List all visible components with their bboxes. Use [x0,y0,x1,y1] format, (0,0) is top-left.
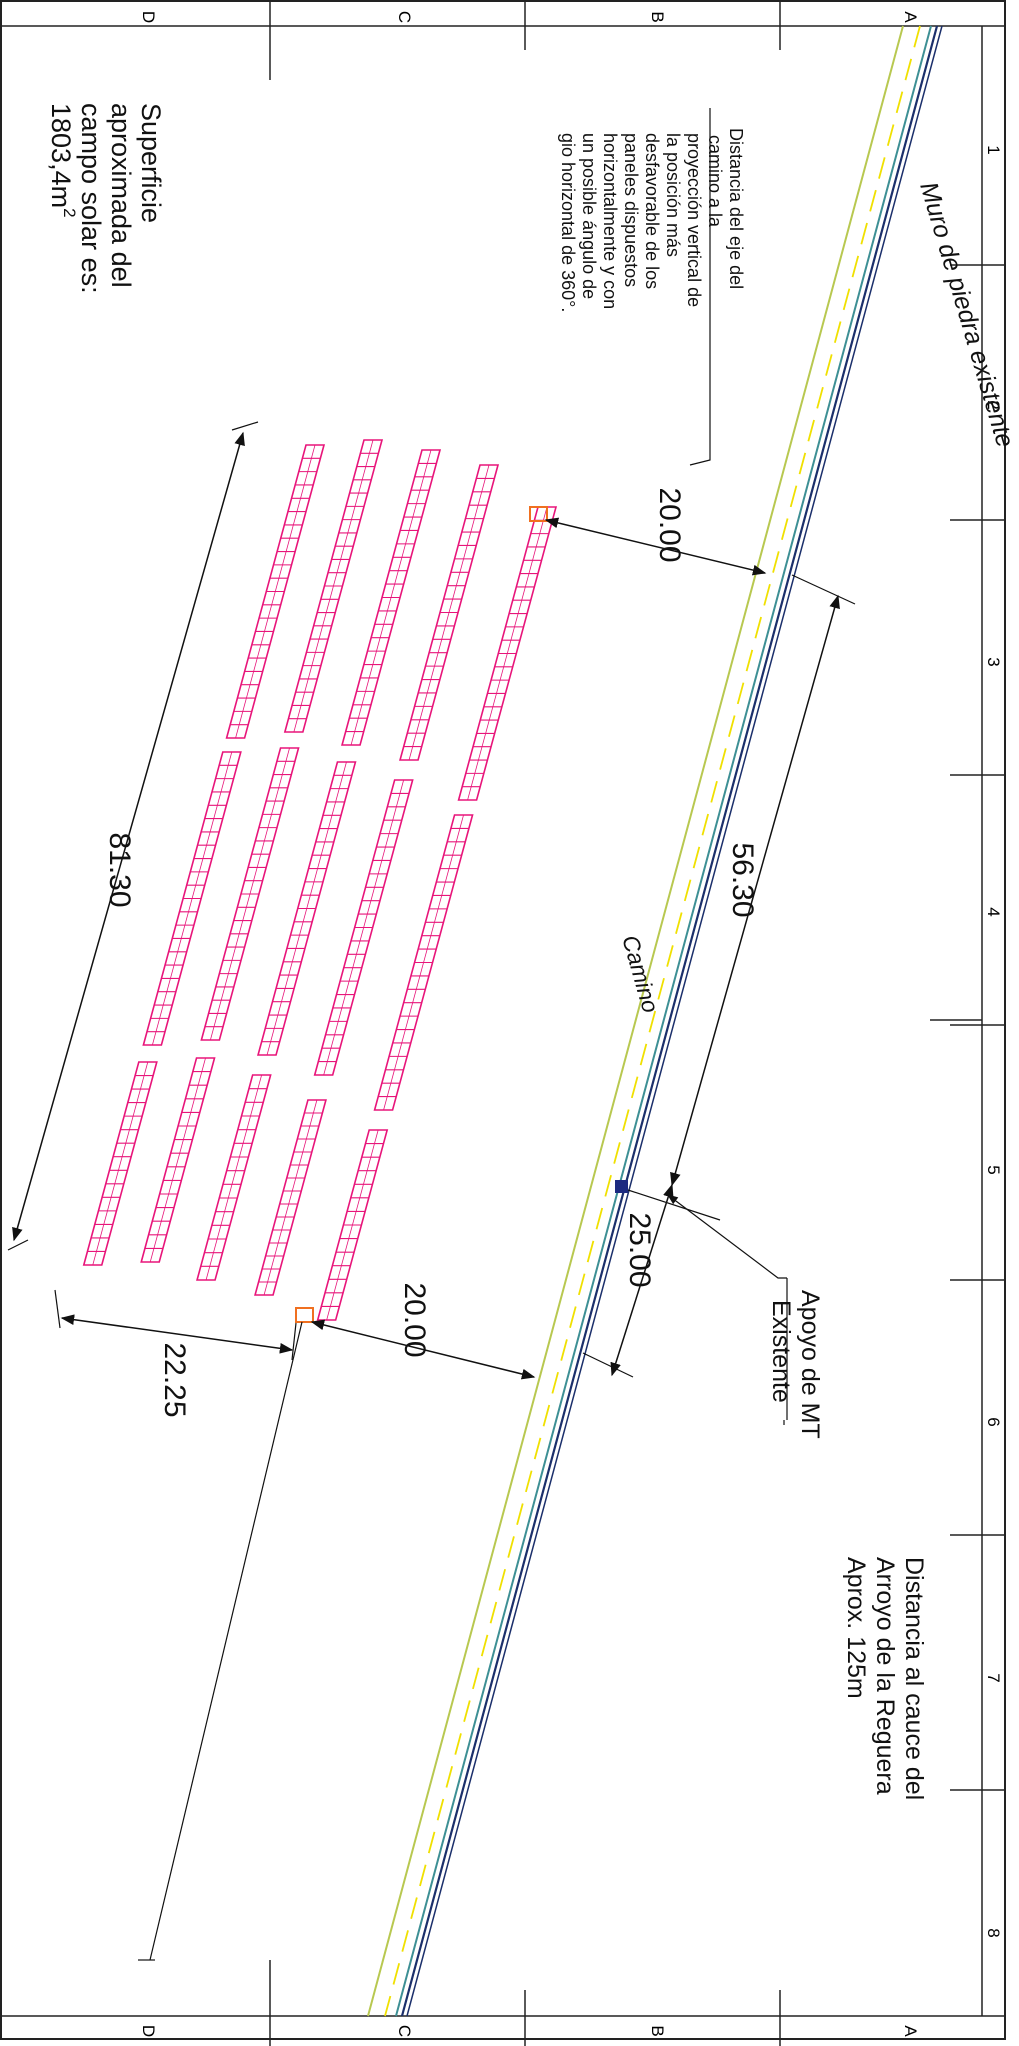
svg-text:aproximada del: aproximada del [106,103,136,288]
svg-text:Superficie: Superficie [136,103,166,223]
panel-spine [467,506,548,801]
panel-row-segment [256,761,357,1056]
panel-spine [293,439,374,733]
panel-row-segment [283,439,384,733]
wall-line-outer [406,25,943,2017]
dim-value-20-bottom: 20.00 [398,1282,431,1357]
svg-text:proyección vertical de: proyección vertical de [684,133,704,307]
panel-corner-marker-bottom [295,1307,314,1323]
frame-letter-a-top: A [901,11,920,23]
panel-spine [263,1099,318,1296]
panel-spine [383,814,464,1111]
road-and-wall [367,25,943,2017]
dim-value-20-top: 20.00 [653,487,686,562]
svg-text:Arroyo de la Reguera: Arroyo de la Reguera [871,1557,899,1795]
mt-pole-icon [615,1180,628,1193]
frame-number-8: 8 [984,1928,1003,1937]
label-distancia-arroyo: Distancia al cauce del Arroyo de la Regu… [842,1557,928,1800]
panel-spine [235,444,316,739]
road-edge-line [367,25,904,2017]
panel-row-segment [313,779,414,1076]
label-muro: Muro de piedra existente [914,179,1019,451]
leader-distancia-eje [689,108,711,466]
svg-text:Apoyo de MT: Apoyo de MT [796,1290,824,1439]
dim-value-22-25: 22.25 [158,1342,191,1417]
panel-spine [92,1061,149,1266]
solar-panel-field [82,439,558,1321]
panel-spine [266,761,347,1056]
svg-text:paneles dispuestos: paneles dispuestos [621,133,641,287]
svg-text:un posible ángulo de: un posible ángulo de [579,133,599,299]
dim-line-56-30 [670,594,840,1187]
label-distancia-eje: Distancia del eje del camino a la proyec… [558,128,746,312]
dim-line-20-top [544,517,767,576]
frame-letter-c-bottom: C [395,2025,414,2037]
panel-row-segment [457,506,558,801]
leader-apoyo [667,1194,787,1279]
road-center-line [384,25,921,2017]
dim-value-25-00: 25.00 [623,1212,656,1287]
dim-line-20-bottom [310,1319,536,1380]
label-camino: Camino [617,932,664,1016]
panel-corner-marker-top [529,506,548,522]
svg-text:camino a la: camino a la [705,135,725,228]
frame-number-1: 1 [984,145,1003,154]
svg-text:campo solar es:: campo solar es: [76,103,106,294]
frame-number-4: 4 [984,907,1003,916]
svg-text:Existente: Existente [767,1300,795,1403]
wall-line-teal [395,25,932,2017]
dimension-lines [7,108,856,1961]
label-apoyo: Apoyo de MT Existente [767,1290,824,1439]
svg-text:1803,4m2: 1803,4m2 [46,103,79,218]
panel-spine [323,779,405,1076]
frame-letter-b-top: B [648,11,667,22]
panel-row-segment [373,814,474,1111]
label-superficie: Superficie aproximada del campo solar es… [46,103,166,294]
panel-row-segment [341,449,442,746]
panel-spine [408,464,490,761]
svg-text:Distancia del eje del: Distancia del eje del [726,128,746,289]
leader-arroyo [149,1321,303,1961]
panel-spine [152,751,233,1046]
svg-text:Distancia al cauce del: Distancia al cauce del [900,1557,928,1800]
dim-value-56-30: 56.30 [726,842,759,917]
svg-text:horizontalmente y con: horizontalmente y con [600,133,620,309]
frame-number-6: 6 [984,1417,1003,1426]
dim-line-25-00 [610,1183,674,1377]
panel-spine [326,1129,379,1321]
frame-letter-c-top: C [395,11,414,23]
frame-letter-b-bottom: B [648,2025,667,2036]
dim-value-81-30: 81.30 [103,832,136,907]
frame-letter-d-top: D [139,11,158,23]
svg-text:la posición más: la posición más [663,133,683,257]
wall-line-dark [400,25,939,2017]
panel-spine [205,1074,263,1281]
frame-numbers: 1 2 3 4 5 6 7 8 [984,145,1003,1937]
svg-text:gio horizontal de 360°.: gio horizontal de 360°. [558,133,578,312]
frame-number-3: 3 [984,657,1003,666]
panel-spine [350,449,432,746]
frame-letter-d-bottom: D [139,2025,158,2037]
panel-row-segment [399,464,500,761]
svg-text:Aprox. 125m: Aprox. 125m [842,1557,870,1699]
frame-number-2: 2 [984,400,1003,409]
frame-number-5: 5 [984,1165,1003,1174]
frame-number-7: 7 [984,1673,1003,1682]
dim-line-22-25 [60,1314,294,1354]
dim-line-81-30 [12,431,245,1242]
svg-text:desfavorable de los: desfavorable de los [642,133,662,289]
frame-letter-a-bottom: A [901,2025,920,2037]
panel-spine [149,1057,206,1263]
frame-letters: D C B A D C B A [139,11,920,2037]
